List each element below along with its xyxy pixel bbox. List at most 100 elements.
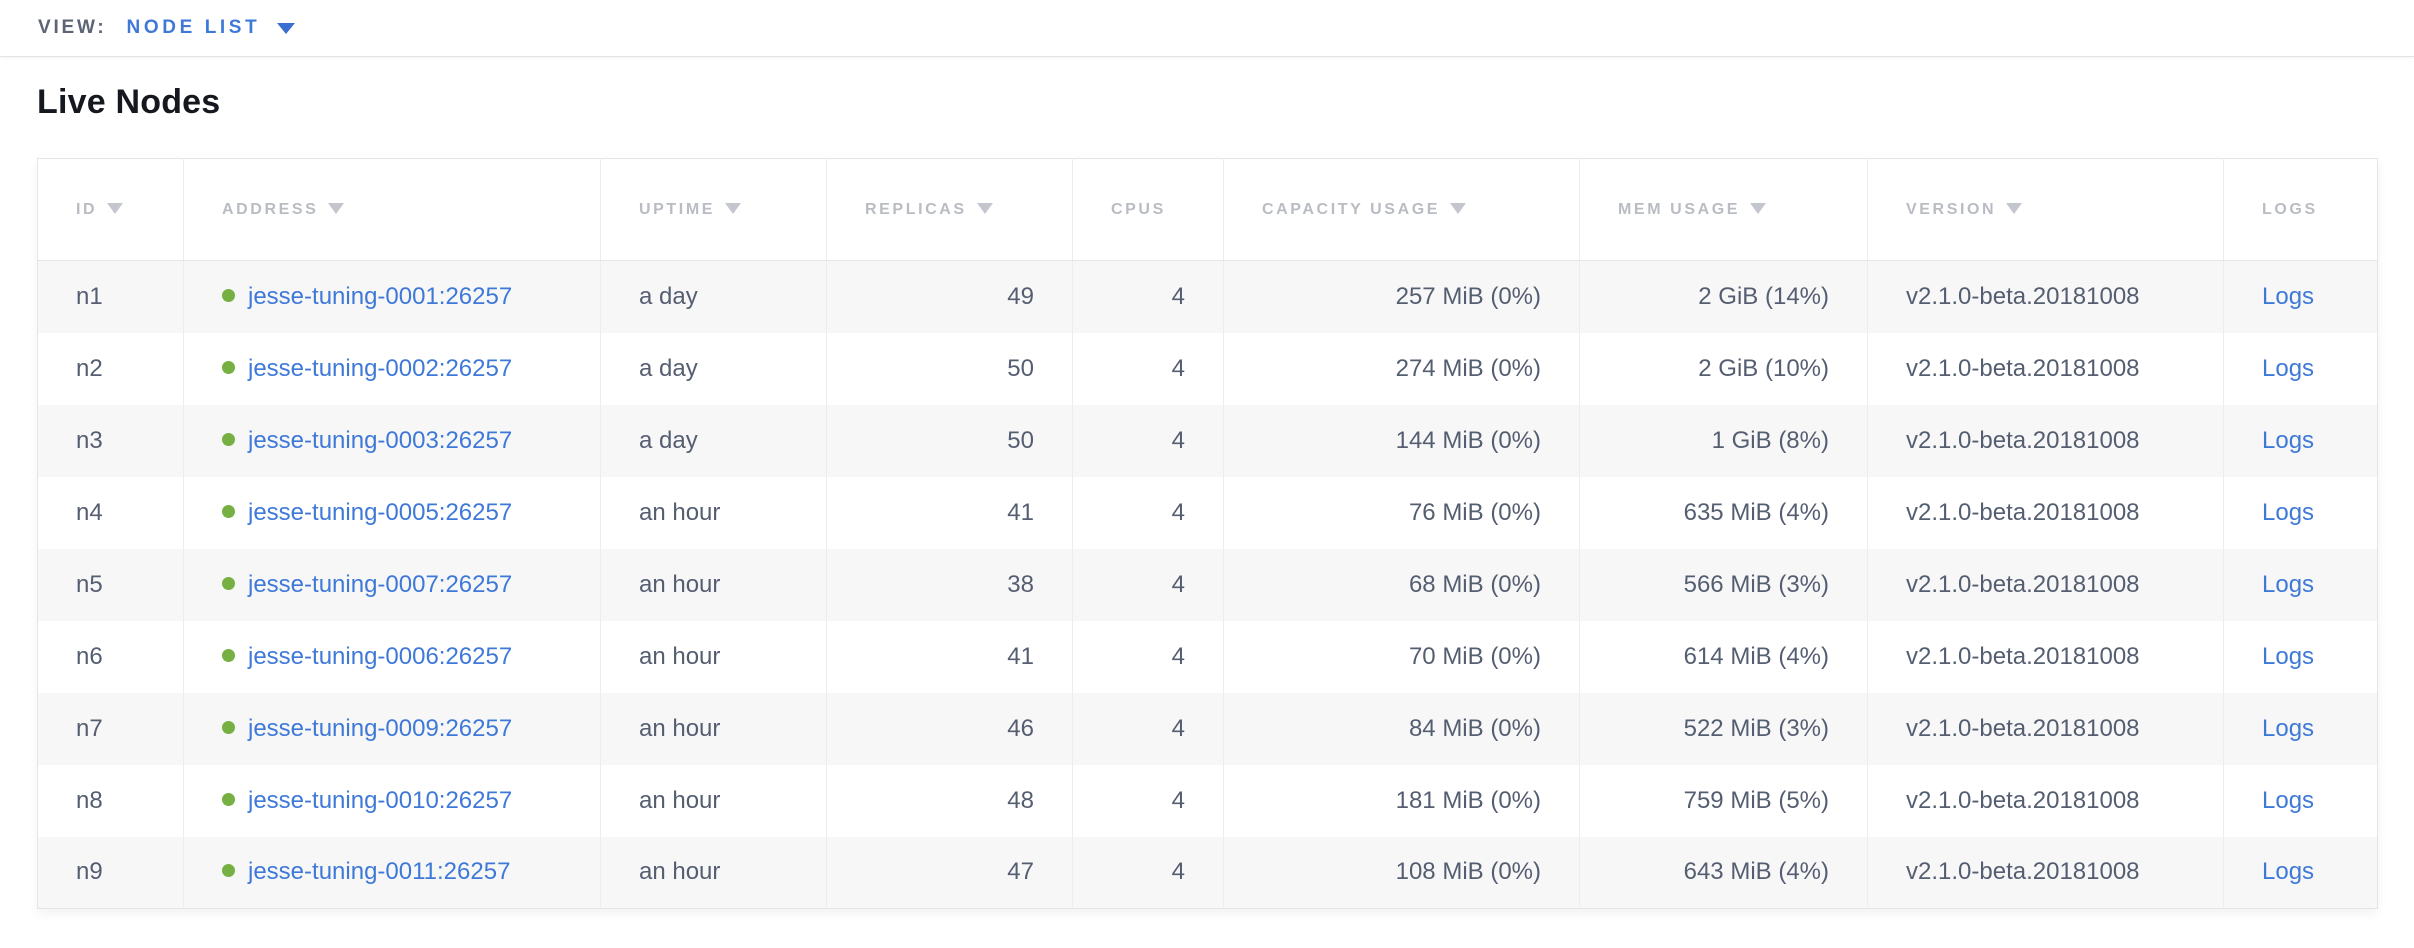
cell-version: v2.1.0-beta.20181008 (1867, 260, 2224, 333)
chevron-down-icon (277, 22, 296, 34)
sort-desc-icon (328, 202, 345, 214)
column-header-version[interactable]: VERSION (1867, 158, 2224, 261)
table-row: n9 jesse-tuning-0011:26257 an hour 47 4 108 M… (37, 836, 2378, 909)
cell-address: jesse-tuning-0007:26257 (183, 548, 601, 621)
cell-cpus: 4 (1072, 692, 1224, 765)
logs-link[interactable]: Logs (2262, 714, 2315, 742)
cell-cpus: 4 (1072, 548, 1224, 621)
cell-uptime: an hour (600, 476, 827, 549)
cell-uptime: an hour (600, 836, 827, 909)
cell-capacity: 76 MiB (0%) (1223, 476, 1580, 549)
cell-cpus: 4 (1072, 404, 1224, 477)
column-header-cpus: CPUS (1072, 158, 1224, 261)
cell-version: v2.1.0-beta.20181008 (1867, 548, 2224, 621)
cell-version: v2.1.0-beta.20181008 (1867, 836, 2224, 909)
cell-version: v2.1.0-beta.20181008 (1867, 404, 2224, 477)
cell-address: jesse-tuning-0011:26257 (183, 836, 601, 909)
logs-link[interactable]: Logs (2262, 498, 2315, 526)
logs-link[interactable]: Logs (2262, 282, 2315, 310)
node-address-link[interactable]: jesse-tuning-0009:26257 (248, 714, 513, 742)
column-header-address[interactable]: ADDRESS (183, 158, 601, 261)
logs-link[interactable]: Logs (2262, 426, 2315, 454)
cell-mem: 635 MiB (4%) (1579, 476, 1868, 549)
column-header-id[interactable]: ID (37, 158, 184, 261)
cell-cpus: 4 (1072, 260, 1224, 333)
table-row: n3 jesse-tuning-0003:26257 a day 50 4 144 MiB… (37, 404, 2378, 477)
logs-link[interactable]: Logs (2262, 642, 2315, 670)
cell-mem: 522 MiB (3%) (1579, 692, 1868, 765)
cell-address: jesse-tuning-0010:26257 (183, 764, 601, 837)
cell-cpus: 4 (1072, 764, 1224, 837)
cell-replicas: 47 (826, 836, 1073, 909)
table-row: n7 jesse-tuning-0009:26257 an hour 46 4 84 Mi… (37, 692, 2378, 765)
sort-desc-icon (1750, 202, 1767, 214)
cell-capacity: 144 MiB (0%) (1223, 404, 1580, 477)
live-nodes-table-body: n1 jesse-tuning-0001:26257 a day 49 4 257 MiB… (37, 260, 2378, 909)
node-address-link[interactable]: jesse-tuning-0001:26257 (248, 282, 513, 310)
live-nodes-section: Live Nodes ID ADDRESS UPTIME REPLICAS (0, 57, 2414, 909)
logs-link[interactable]: Logs (2262, 786, 2315, 814)
logs-link[interactable]: Logs (2262, 858, 2315, 886)
cell-mem: 643 MiB (4%) (1579, 836, 1868, 909)
column-header-capacity-usage[interactable]: CAPACITY USAGE (1223, 158, 1580, 261)
cell-logs: Logs (2223, 692, 2378, 765)
node-address-link[interactable]: jesse-tuning-0003:26257 (248, 426, 513, 454)
node-address-link[interactable]: jesse-tuning-0002:26257 (248, 354, 513, 382)
cell-logs: Logs (2223, 548, 2378, 621)
live-status-dot (222, 648, 235, 662)
cell-capacity: 84 MiB (0%) (1223, 692, 1580, 765)
logs-link[interactable]: Logs (2262, 570, 2315, 598)
view-selector-dropdown[interactable]: NODE LIST (127, 17, 296, 39)
node-address-link[interactable]: jesse-tuning-0011:26257 (248, 858, 511, 886)
cell-logs: Logs (2223, 332, 2378, 405)
cell-uptime: a day (600, 332, 827, 405)
table-row: n5 jesse-tuning-0007:26257 an hour 38 4 68 Mi… (37, 548, 2378, 621)
cell-replicas: 48 (826, 764, 1073, 837)
cell-cpus: 4 (1072, 332, 1224, 405)
live-status-dot (222, 360, 235, 374)
node-address-link[interactable]: jesse-tuning-0010:26257 (248, 786, 513, 814)
cell-uptime: an hour (600, 692, 827, 765)
live-status-dot (222, 864, 235, 878)
live-status-dot (222, 792, 235, 806)
cell-capacity: 274 MiB (0%) (1223, 332, 1580, 405)
cell-logs: Logs (2223, 476, 2378, 549)
cell-replicas: 46 (826, 692, 1073, 765)
cell-uptime: an hour (600, 548, 827, 621)
cell-capacity: 68 MiB (0%) (1223, 548, 1580, 621)
live-status-dot (222, 432, 235, 446)
node-address-link[interactable]: jesse-tuning-0007:26257 (248, 570, 513, 598)
cell-version: v2.1.0-beta.20181008 (1867, 476, 2224, 549)
cell-mem: 614 MiB (4%) (1579, 620, 1868, 693)
cell-id: n5 (76, 570, 103, 598)
sort-desc-icon (107, 202, 124, 214)
node-address-link[interactable]: jesse-tuning-0006:26257 (248, 642, 513, 670)
cell-cpus: 4 (1072, 620, 1224, 693)
view-bar: VIEW: NODE LIST (0, 0, 2414, 57)
column-header-replicas[interactable]: REPLICAS (826, 158, 1073, 261)
sort-desc-icon (976, 202, 993, 214)
page-title: Live Nodes (37, 83, 221, 121)
cell-replicas: 50 (826, 404, 1073, 477)
live-status-dot (222, 576, 235, 590)
live-status-dot (222, 504, 235, 518)
cell-cpus: 4 (1072, 476, 1224, 549)
node-address-link[interactable]: jesse-tuning-0005:26257 (248, 498, 513, 526)
column-header-uptime[interactable]: UPTIME (600, 158, 827, 261)
cell-address: jesse-tuning-0002:26257 (183, 332, 601, 405)
cell-mem: 566 MiB (3%) (1579, 548, 1868, 621)
logs-link[interactable]: Logs (2262, 354, 2315, 382)
cell-replicas: 41 (826, 476, 1073, 549)
cell-replicas: 49 (826, 260, 1073, 333)
cell-uptime: a day (600, 404, 827, 477)
cell-id: n6 (76, 642, 103, 670)
cell-logs: Logs (2223, 404, 2378, 477)
table-row: n8 jesse-tuning-0010:26257 an hour 48 4 181 M… (38, 764, 2378, 837)
cell-id: n8 (76, 786, 103, 814)
cell-id: n1 (76, 282, 103, 310)
table-row: n2 jesse-tuning-0002:26257 a day 50 4 274 MiB… (38, 332, 2378, 405)
sort-desc-icon (2006, 202, 2023, 214)
column-header-mem-usage[interactable]: MEM USAGE (1579, 158, 1868, 261)
cell-version: v2.1.0-beta.20181008 (1867, 620, 2224, 693)
cell-capacity: 70 MiB (0%) (1223, 620, 1580, 693)
